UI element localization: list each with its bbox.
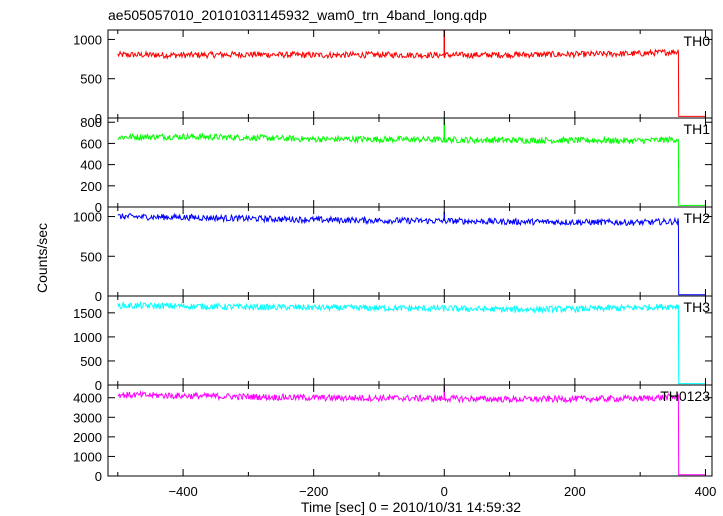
series-line-th2 — [117, 212, 706, 296]
y-tick-label: 200 — [80, 179, 102, 194]
series-line-th0123 — [117, 390, 706, 476]
y-tick-label: 0 — [95, 111, 102, 126]
y-tick-label: 1000 — [73, 210, 102, 225]
panel-th0: 0 500 1000 TH0 — [73, 29, 713, 126]
panel-frame — [107, 29, 713, 119]
panel-th0123: 0 1000 2000 3000 4000 TH0123 — [73, 384, 713, 484]
x-axis-label: Time [sec] 0 = 2010/10/31 14:59:32 — [301, 499, 521, 515]
series-line-th0 — [117, 48, 706, 117]
y-tick-label: 4000 — [73, 391, 102, 406]
panel-th3: 0 500 1000 1500 TH3 — [73, 295, 713, 393]
y-tick-label: 800 — [80, 115, 102, 130]
panel-frame — [107, 206, 713, 297]
panel-frame — [107, 117, 713, 208]
y-tick-label: 3000 — [73, 410, 102, 425]
panel-label-th0: TH0 — [684, 33, 711, 49]
x-tick-label: 0 — [441, 484, 448, 499]
y-tick-label: 0 — [95, 289, 102, 304]
y-tick-label: 0 — [95, 469, 102, 484]
y-tick-label: 1000 — [73, 449, 102, 464]
y-axis-label: Counts/sec — [34, 223, 50, 293]
y-tick-label: 0 — [95, 378, 102, 393]
y-tick-label: 2000 — [73, 430, 102, 445]
y-tick-label: 1000 — [73, 330, 102, 345]
y-tick-label: 1000 — [73, 32, 102, 47]
y-tick-label: 500 — [80, 72, 102, 87]
panel-label-th0123: TH0123 — [660, 388, 710, 404]
chart-title: ae505057010_20101031145932_wam0_trn_4ban… — [108, 7, 487, 23]
y-tick-label: 600 — [80, 136, 102, 151]
panel-label-th1: TH1 — [684, 121, 711, 137]
y-tick-label: 500 — [80, 354, 102, 369]
y-tick-label: 0 — [95, 200, 102, 215]
panel-label-th3: TH3 — [684, 299, 711, 315]
x-tick-label: 200 — [564, 484, 586, 499]
panel-frame — [107, 384, 713, 477]
x-tick-label: −200 — [299, 484, 328, 499]
x-tick-label: 400 — [695, 484, 717, 499]
panel-th1: 0 200 400 600 800 TH1 — [80, 115, 713, 215]
y-tick-label: 1500 — [73, 306, 102, 321]
x-tick-label: −400 — [168, 484, 197, 499]
panel-label-th2: TH2 — [684, 210, 711, 226]
panel-th2: 0 500 1000 TH2 — [73, 206, 713, 304]
y-tick-label: 500 — [80, 249, 102, 264]
series-line-th1 — [117, 131, 706, 206]
series-line-th3 — [117, 300, 706, 385]
y-tick-label: 400 — [80, 158, 102, 173]
panels: 0 500 1000 TH0 0 200 400 600 800 TH1 0 500 1000 TH2 0 5… — [73, 29, 717, 499]
